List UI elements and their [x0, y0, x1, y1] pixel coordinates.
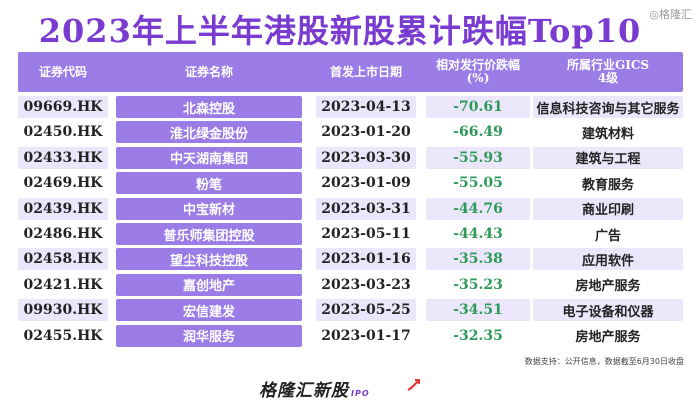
cell-industry: 广告	[533, 223, 683, 245]
cell-code: 02439.HK	[18, 197, 108, 220]
table-header: 证券代码 证券名称 首发上市日期 相对发行价跌幅 (%) 所属行业GICS 4级	[18, 52, 683, 92]
table-row: 02450.HK 淮北绿金股份 2023-01-20 -66.49 建筑材料	[18, 121, 683, 144]
table-row: 02439.HK 中宝新材 2023-03-31 -44.76 商业印刷	[18, 197, 683, 220]
header-name: 证券名称	[184, 64, 233, 79]
cell-code: 02421.HK	[18, 273, 108, 296]
cell-industry: 电子设备和仪器	[533, 299, 683, 322]
cell-name: 普乐师集团控股	[116, 223, 302, 245]
cell-drop: -44.43	[426, 223, 530, 245]
table-row: 09930.HK 宏信建发 2023-05-25 -34.51 电子设备和仪器	[18, 299, 683, 322]
cell-name: 淮北绿金股份	[116, 121, 302, 144]
cell-code: 02455.HK	[18, 324, 108, 347]
cell-industry: 应用软件	[533, 248, 683, 271]
table-row: 02458.HK 望尘科技控股 2023-01-16 -35.38 应用软件	[18, 248, 683, 271]
cell-date: 2023-04-13	[316, 96, 416, 118]
cell-name: 宏信建发	[116, 299, 302, 322]
cell-drop: -34.51	[426, 299, 530, 322]
cell-date: 2023-05-11	[316, 223, 416, 245]
cell-industry: 商业印刷	[533, 197, 683, 220]
header-date: 首发上市日期	[329, 64, 402, 79]
header-industry: 所属行业GICS 4级	[533, 52, 683, 92]
header-drop-line1: 相对发行价跌幅	[435, 58, 520, 72]
cell-drop: -55.93	[426, 146, 530, 169]
header-drop-line2: (%)	[466, 71, 490, 85]
header-drop: 相对发行价跌幅 (%)	[426, 52, 530, 92]
cell-code: 02450.HK	[18, 121, 108, 144]
cell-name: 中天湖南集团	[116, 146, 302, 169]
cell-name: 望尘科技控股	[116, 248, 302, 271]
cell-drop: -66.49	[426, 121, 530, 144]
cell-drop: -35.23	[426, 273, 530, 296]
logo-sub: IPO	[351, 389, 370, 398]
footnote: 数据支持：公开信息，数据截至6月30日收盘	[524, 357, 684, 366]
cell-industry: 房地产服务	[533, 273, 683, 296]
cell-code: 02458.HK	[18, 248, 108, 271]
header-industry-line1: 所属行业GICS	[566, 58, 650, 72]
cell-code: 02486.HK	[18, 223, 108, 245]
brand-logo: 格隆汇新股 IPO	[259, 376, 420, 401]
logo-text: 格隆汇新股	[259, 381, 349, 401]
cell-industry: 教育服务	[533, 172, 683, 195]
watermark: ◎格隆汇	[649, 8, 692, 21]
cell-industry: 信息科技咨询与其它服务	[533, 96, 683, 118]
cell-name: 润华服务	[116, 324, 302, 347]
cell-date: 2023-01-09	[316, 172, 416, 195]
cell-industry: 房地产服务	[533, 324, 683, 347]
header-code: 证券代码	[38, 64, 87, 79]
table-row: 09669.HK 北森控股 2023-04-13 -70.61 信息科技咨询与其它服务	[18, 96, 683, 118]
cell-drop: -44.76	[426, 197, 530, 220]
cell-code: 09930.HK	[18, 299, 108, 322]
cell-date: 2023-05-25	[316, 299, 416, 322]
cell-industry: 建筑材料	[533, 121, 683, 144]
cell-drop: -32.35	[426, 324, 530, 347]
cell-date: 2023-03-23	[316, 273, 416, 296]
cell-drop: -70.61	[426, 96, 530, 118]
table-row: 02421.HK 嘉创地产 2023-03-23 -35.23 房地产服务	[18, 273, 683, 296]
cell-industry: 建筑与工程	[533, 146, 683, 169]
cell-date: 2023-01-20	[316, 121, 416, 144]
cell-code: 02469.HK	[18, 172, 108, 195]
table-row: 02486.HK 普乐师集团控股 2023-05-11 -44.43 广告	[18, 223, 683, 245]
cell-name: 中宝新材	[116, 197, 302, 220]
cell-name: 粉笔	[116, 172, 302, 195]
table-row: 02469.HK 粉笔 2023-01-09 -55.05 教育服务	[18, 172, 683, 195]
header-industry-line2: 4级	[597, 71, 619, 85]
cell-name: 嘉创地产	[116, 273, 302, 296]
cell-date: 2023-01-17	[316, 324, 416, 347]
table-row: 02433.HK 中天湖南集团 2023-03-30 -55.93 建筑与工程	[18, 146, 683, 169]
cell-drop: -35.38	[426, 248, 530, 271]
page-title: 2023年上半年港股新股累计跌幅Top10	[38, 12, 642, 50]
cell-date: 2023-03-31	[316, 197, 416, 220]
cell-drop: -55.05	[426, 172, 530, 195]
cell-code: 09669.HK	[18, 96, 108, 118]
cell-date: 2023-03-30	[316, 146, 416, 169]
arrow-icon	[407, 379, 420, 391]
cell-code: 02433.HK	[18, 146, 108, 169]
cell-name: 北森控股	[116, 96, 302, 118]
table-row: 02455.HK 润华服务 2023-01-17 -32.35 房地产服务	[18, 324, 683, 347]
cell-date: 2023-01-16	[316, 248, 416, 271]
